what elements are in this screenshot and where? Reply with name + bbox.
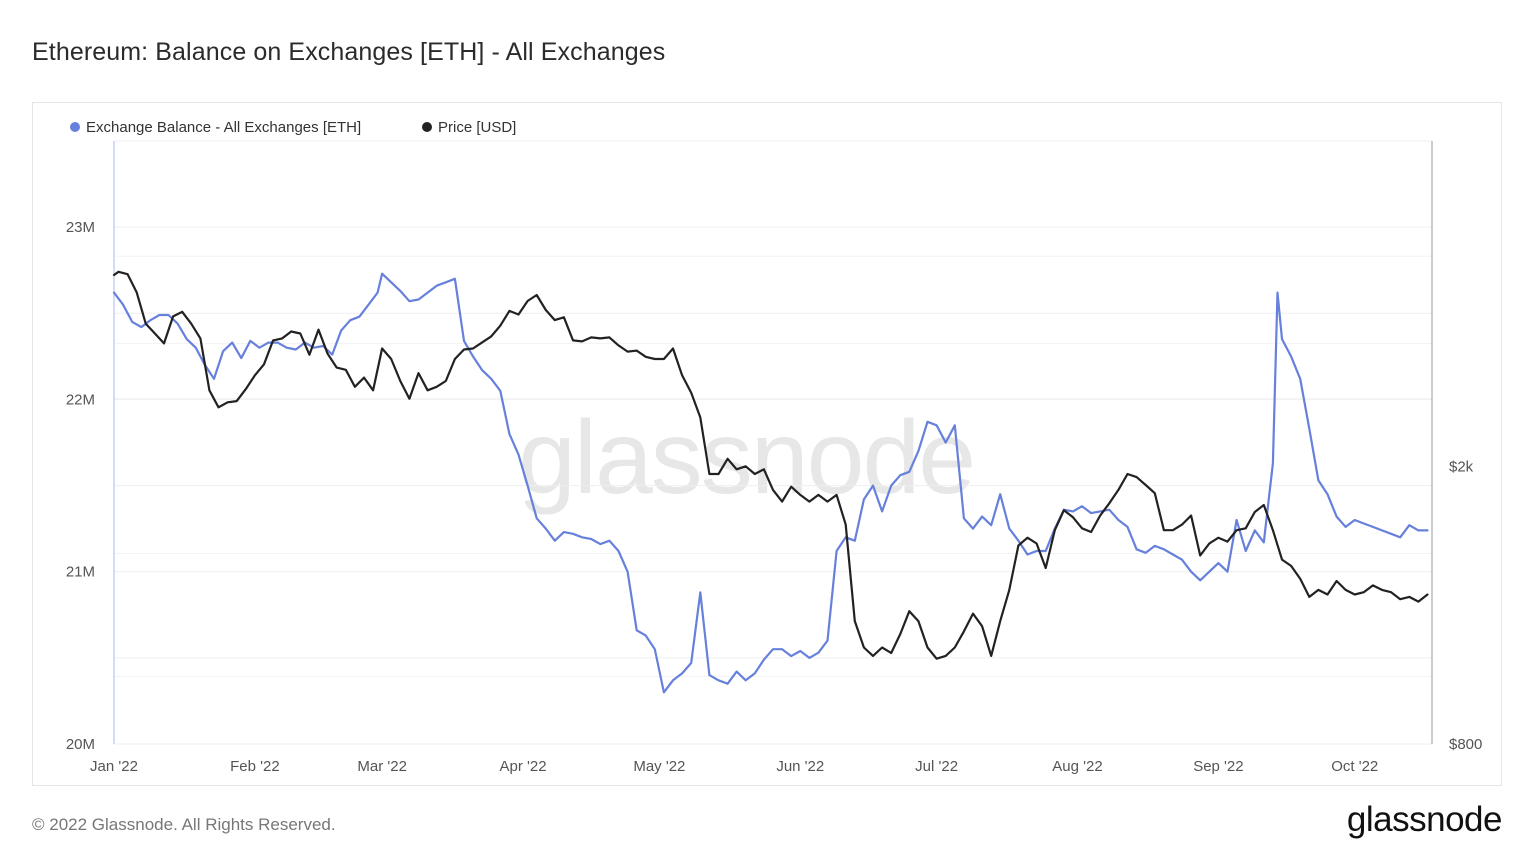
- x-tick-label: Oct '22: [1331, 758, 1378, 775]
- footer-copyright: © 2022 Glassnode. All Rights Reserved.: [32, 815, 336, 834]
- x-tick-label: Jan '22: [90, 758, 138, 775]
- chart-card: glassnode 20M 21M 22M 23M $800 $2k Jan '22 Feb …: [32, 102, 1502, 786]
- page-title: Ethereum: Balance on Exchanges [ETH] - A…: [32, 38, 666, 66]
- x-tick-label: Mar '22: [357, 758, 407, 775]
- watermark-text: glassnode: [518, 400, 974, 516]
- y-tick-left-label: 22M: [66, 391, 95, 408]
- series-layer: [112, 270, 1429, 694]
- legend-dot-price: [422, 122, 432, 132]
- chart-legend: Exchange Balance - All Exchanges [ETH] P…: [70, 119, 516, 136]
- x-tick-label: May '22: [633, 758, 685, 775]
- grid-layer: [114, 140, 1432, 745]
- legend-dot-exchange-balance: [70, 122, 80, 132]
- x-tick-label: Feb '22: [230, 758, 280, 775]
- y-tick-left-label: 21M: [66, 564, 95, 581]
- y-tick-left-label: 23M: [66, 219, 95, 236]
- legend-label-price[interactable]: Price [USD]: [438, 119, 516, 136]
- y-tick-right-label: $800: [1449, 736, 1482, 753]
- series-line-exchange-balance: [112, 272, 1429, 694]
- x-tick-label: Aug '22: [1052, 758, 1102, 775]
- chart-svg: glassnode 20M 21M 22M 23M $800 $2k Jan '22 Feb …: [66, 119, 1483, 775]
- y-tick-right-label: $2k: [1449, 458, 1474, 475]
- y-tick-left-label: 20M: [66, 736, 95, 753]
- axis-layer: 20M 21M 22M 23M $800 $2k Jan '22 Feb '22 Mar '22…: [66, 141, 1482, 775]
- series-line-price: [112, 270, 1429, 660]
- x-tick-label: Apr '22: [500, 758, 547, 775]
- legend-label-exchange-balance[interactable]: Exchange Balance - All Exchanges [ETH]: [86, 119, 361, 136]
- x-tick-label: Jul '22: [915, 758, 958, 775]
- glassnode-logo: glassnode: [1346, 800, 1503, 839]
- x-tick-label: Sep '22: [1193, 758, 1243, 775]
- x-tick-label: Jun '22: [776, 758, 824, 775]
